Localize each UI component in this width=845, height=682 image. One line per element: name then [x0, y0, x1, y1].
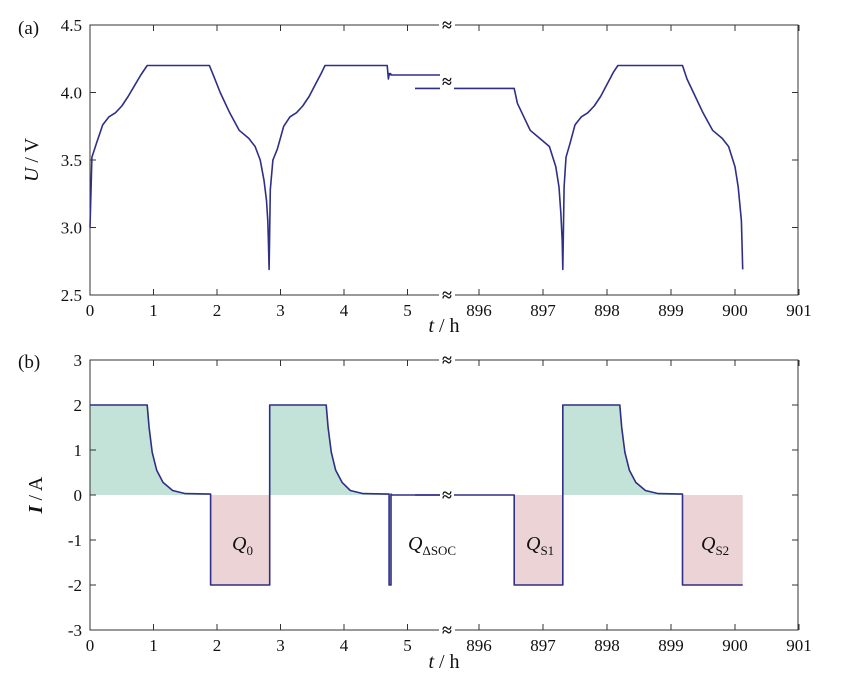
x-tick-label: 4	[340, 301, 349, 320]
charge-area	[90, 405, 443, 495]
y-axis-label: I / A	[25, 476, 47, 514]
x-tick-label: 900	[722, 301, 748, 320]
x-tick-label: 4	[340, 636, 349, 655]
x-tick-label: 5	[403, 636, 412, 655]
x-tick-label: 898	[594, 636, 620, 655]
x-tick-label: 900	[722, 636, 748, 655]
y-tick-label: 1	[74, 441, 83, 460]
x-tick-label: 896	[466, 301, 492, 320]
x-tick-label: 899	[658, 636, 684, 655]
x-tick-label: 1	[149, 636, 158, 655]
discharge-area	[90, 495, 443, 585]
panel-b-current: (b) -3 -2 -1 0 1 2 3 0 1 2 3 4 5 896 897 898 899 900 901 ≈…	[18, 350, 812, 673]
x-tick-label: 0	[86, 301, 95, 320]
axis-break-icon: ≈	[442, 485, 452, 505]
series-line-left	[89, 64, 443, 271]
panel-b-label: (b)	[18, 352, 40, 373]
x-tick-label: 899	[658, 301, 684, 320]
axis-break-mask	[439, 354, 455, 366]
panel-a-label: (a)	[18, 18, 39, 39]
series-line-left	[90, 404, 443, 586]
y-axis-label: U / V	[21, 137, 43, 182]
charge-area	[415, 405, 743, 495]
axis-break-icon: ≈	[442, 72, 452, 92]
axis-break-mask	[440, 487, 454, 503]
y-tick-label: 3	[74, 351, 83, 370]
y-tick-label: 2.5	[61, 286, 82, 305]
x-tick-label: 896	[466, 636, 492, 655]
x-tick-label: 3	[276, 636, 285, 655]
x-tick-label: 2	[213, 636, 222, 655]
axis-break-icon: ≈	[442, 15, 452, 35]
series-line-right	[415, 404, 743, 586]
x-tick-label: 901	[786, 636, 812, 655]
x-tick-label: 1	[149, 301, 158, 320]
axis-break-mask	[440, 71, 454, 92]
discharge-area	[415, 495, 743, 585]
x-tick-label: 898	[594, 301, 620, 320]
x-tick-label: 2	[213, 301, 222, 320]
axis-break-mask	[439, 289, 455, 301]
axis-break-mask	[439, 624, 455, 636]
x-tick-label: 901	[786, 301, 812, 320]
x-tick-label: 897	[530, 636, 556, 655]
axis-break-mask	[439, 19, 455, 31]
annotation-q: QΔSOC	[408, 533, 456, 558]
x-axis-label: t / h	[428, 315, 459, 337]
y-tick-label: -1	[68, 531, 82, 550]
x-tick-label: 0	[86, 636, 95, 655]
annotation-q: Q0	[232, 533, 253, 558]
panel-a-voltage: (a) 2.5 3.0 3.5 4.0 4.5 0 1 2 3 4 5 896 897 898 899 900…	[18, 15, 812, 337]
x-tick-label: 5	[403, 301, 412, 320]
y-tick-label: 4.5	[61, 16, 82, 35]
x-axis-label: t / h	[428, 651, 459, 673]
annotation-q: QS2	[701, 533, 729, 558]
axis-break-icon: ≈	[442, 350, 452, 370]
y-tick-label: 0	[74, 486, 83, 505]
y-tick-label: 3.0	[61, 219, 82, 238]
y-tick-label: 3.5	[61, 151, 82, 170]
y-tick-label: -3	[68, 621, 82, 640]
y-tick-label: 2	[74, 396, 83, 415]
series-line-right	[415, 64, 744, 271]
axis-break-icon: ≈	[442, 620, 452, 640]
x-tick-label: 3	[276, 301, 285, 320]
x-tick-label: 897	[530, 301, 556, 320]
axis-break-icon: ≈	[442, 285, 452, 305]
y-tick-label: -2	[68, 576, 82, 595]
y-tick-label: 4.0	[61, 84, 82, 103]
annotation-q: QS1	[526, 533, 554, 558]
